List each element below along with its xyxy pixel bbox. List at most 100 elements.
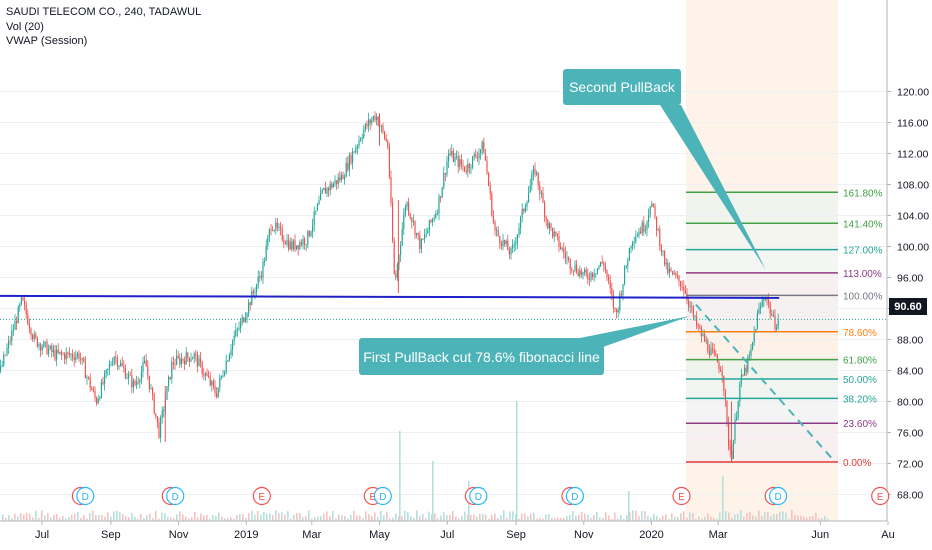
dividend-marker[interactable] — [565, 486, 585, 506]
candle-body — [312, 225, 314, 232]
earnings-marker[interactable] — [871, 486, 890, 506]
candle-body — [208, 375, 210, 378]
volume-bar — [200, 513, 202, 521]
price-tick-label[interactable]: 104.00 — [897, 211, 929, 223]
fib-band — [685, 249, 838, 273]
candle-body — [168, 376, 170, 387]
event-marker-label: D — [379, 492, 386, 503]
candle-body — [619, 293, 621, 311]
dividend-marker[interactable] — [373, 486, 392, 506]
volume-bar — [41, 510, 43, 521]
candle-body — [683, 287, 685, 291]
second-pullback-callout[interactable]: Second PullBack — [563, 69, 681, 105]
time-tick-label[interactable]: May — [369, 529, 390, 541]
time-tick-label[interactable]: Mar — [302, 529, 321, 541]
volume-bar — [179, 511, 181, 521]
candle-body — [641, 222, 643, 234]
candle-body — [766, 298, 768, 300]
candle-body — [489, 185, 491, 194]
dividend-marker[interactable] — [166, 486, 185, 506]
volume-bar — [395, 513, 397, 521]
price-tick-label[interactable]: 76.00 — [897, 428, 923, 440]
second-pullback-pointer — [660, 105, 766, 270]
first-pullback-callout[interactable]: First PullBack cut 78.6% fibonacci line — [359, 338, 604, 375]
price-tick-label[interactable]: 108.00 — [897, 180, 929, 192]
candle-body — [166, 386, 168, 400]
price-tick-label[interactable]: 80.00 — [897, 397, 923, 409]
time-tick-label[interactable]: Au — [881, 529, 894, 541]
price-tick-label[interactable]: 100.00 — [897, 242, 929, 254]
candle-body — [377, 116, 379, 126]
price-tick-label[interactable]: 116.00 — [897, 118, 928, 130]
candle-body — [388, 146, 390, 178]
volume-indicator-label[interactable]: Vol (20) — [6, 20, 44, 33]
vwap-indicator-label[interactable]: VWAP (Session) — [6, 35, 88, 47]
time-tick-label[interactable]: Jul — [35, 529, 49, 541]
candle-body — [660, 246, 662, 252]
volume-bar — [380, 511, 382, 521]
candle-body — [649, 207, 651, 216]
volume-bar — [71, 514, 73, 521]
time-tick-label[interactable]: 2019 — [234, 529, 258, 541]
volume-bar — [449, 515, 451, 521]
volume-bar — [59, 517, 61, 521]
candle-body — [134, 380, 136, 385]
price-tick-label[interactable]: 96.00 — [897, 273, 923, 285]
candle-body — [206, 373, 208, 376]
price-tick-label[interactable]: 112.00 — [897, 149, 928, 161]
price-tick-label[interactable]: 88.00 — [897, 335, 923, 347]
volume-bar — [182, 514, 184, 521]
volume-bar — [98, 515, 100, 521]
price-tick-label[interactable]: 72.00 — [897, 459, 923, 471]
dividend-marker[interactable] — [469, 486, 488, 506]
candle-body — [667, 262, 669, 273]
earnings-marker[interactable] — [252, 486, 271, 506]
candle-body — [710, 348, 712, 356]
volume-bar — [461, 515, 463, 521]
volume-bar — [359, 515, 361, 521]
candle-body — [124, 368, 126, 379]
candle-body — [228, 354, 230, 362]
candle-body — [420, 239, 422, 249]
event-marker-label: E — [258, 492, 265, 503]
price-tick-label[interactable]: 68.00 — [897, 490, 923, 502]
volume-bar — [692, 513, 694, 521]
volume-bar — [755, 516, 757, 521]
candle-body — [9, 340, 11, 342]
candle-body — [108, 364, 110, 369]
candle-body — [758, 308, 760, 314]
candle-body — [622, 283, 624, 296]
volume-bar — [605, 512, 607, 521]
time-tick-label[interactable]: Nov — [169, 529, 189, 541]
volume-bar — [278, 513, 280, 521]
candle-body — [163, 410, 165, 412]
volume-bar — [23, 514, 25, 521]
symbol-title[interactable]: SAUDI TELECOM CO., 240, TADAWUL — [6, 6, 202, 18]
volume-bar — [791, 510, 793, 521]
time-tick-label[interactable]: Jul — [440, 529, 454, 541]
dividend-marker[interactable] — [768, 486, 788, 506]
time-tick-label[interactable]: Sep — [101, 529, 121, 541]
chart-legend: SAUDI TELECOM CO., 240, TADAWUL Vol (20)… — [6, 5, 201, 49]
candle-body — [403, 213, 405, 229]
candle-body — [475, 154, 477, 157]
candle-body — [697, 325, 699, 327]
time-tick-label[interactable]: Mar — [709, 529, 728, 541]
dividend-marker[interactable] — [76, 486, 95, 506]
volume-bar — [128, 517, 130, 521]
price-tick-label[interactable]: 120.00 — [897, 87, 929, 99]
volume-bar — [104, 516, 106, 521]
candle-body — [128, 374, 130, 378]
time-tick-label[interactable]: 2020 — [639, 529, 663, 541]
earnings-marker[interactable] — [672, 486, 691, 506]
volume-bar — [386, 511, 388, 521]
time-tick-label[interactable]: Sep — [506, 529, 526, 541]
price-tick-label[interactable]: 84.00 — [897, 366, 923, 378]
candle-body — [523, 208, 525, 212]
candle-body — [131, 375, 133, 388]
time-tick-label[interactable]: Nov — [574, 529, 594, 541]
time-tick-label[interactable]: Jun — [811, 529, 829, 541]
candle-body — [441, 187, 443, 198]
